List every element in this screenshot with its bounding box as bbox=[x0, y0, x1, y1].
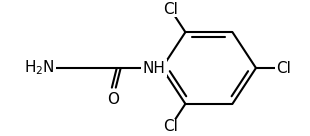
Text: H$_2$N: H$_2$N bbox=[24, 59, 54, 77]
Text: O: O bbox=[107, 92, 119, 107]
Text: NH: NH bbox=[143, 61, 166, 75]
Text: Cl: Cl bbox=[163, 2, 178, 17]
Text: Cl: Cl bbox=[276, 61, 291, 75]
Text: Cl: Cl bbox=[163, 119, 178, 134]
